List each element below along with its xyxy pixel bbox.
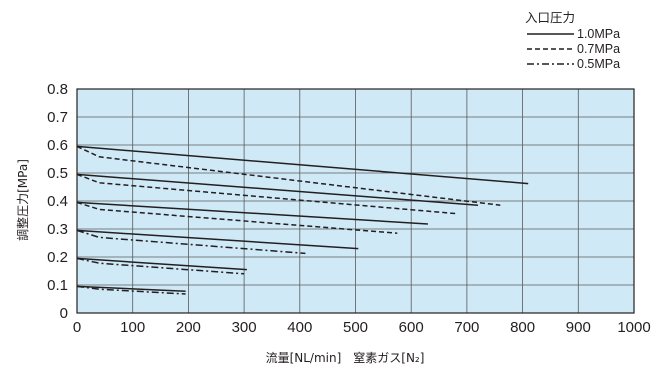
- y-axis-title: 調整圧力[MPa]: [15, 159, 30, 241]
- series-line-1-0mpa-set-0-4: [76, 201, 428, 225]
- y-tick-label: 0.1: [47, 277, 68, 294]
- axes: [76, 88, 635, 314]
- x-tick-label: 1000: [617, 319, 650, 336]
- series-line-1-0mpa-set-0-5: [76, 173, 479, 206]
- y-tick-label: 0.4: [47, 193, 68, 210]
- y-tick-label: 0.6: [47, 137, 68, 154]
- x-tick-label: 800: [510, 319, 535, 336]
- x-tick-label: 200: [176, 319, 201, 336]
- x-tick-label: 300: [232, 319, 257, 336]
- series-line-0-5mpa-set-0-3: [76, 229, 306, 255]
- series-line-1-0mpa-set-0-2: [76, 257, 247, 271]
- x-tick-label: 900: [566, 319, 591, 336]
- legend-label: 0.7MPa: [577, 42, 620, 56]
- y-tick-label: 0.2: [47, 249, 68, 266]
- y-tick-label: 0: [60, 305, 68, 322]
- series-line-0-7mpa-set-0-6: [76, 145, 501, 206]
- y-tick-label: 0.8: [47, 81, 68, 98]
- y-tick-label: 0.3: [47, 221, 68, 238]
- y-tick-label: 0.7: [47, 109, 68, 126]
- series-layer: [76, 145, 529, 295]
- legend-label: 0.5MPa: [577, 57, 620, 71]
- x-tick-label: 500: [343, 319, 368, 336]
- x-tick-label: 400: [287, 319, 312, 336]
- x-tick-label: 0: [73, 319, 81, 336]
- legend-label: 1.0MPa: [577, 27, 620, 41]
- y-tick-label: 0.5: [47, 165, 68, 182]
- plot-frame: [76, 88, 635, 314]
- legend-title: 入口圧力: [525, 10, 575, 25]
- tick-labels: 0 100 200 300 400 500 600 700 800 900 1000 0 0.1 0.2 0…: [47, 81, 651, 336]
- series-line-0-5mpa-set-0-1: [76, 285, 186, 295]
- series-line-1-0mpa-set-0-6: [76, 145, 529, 185]
- series-line-1-0mpa-set-0-1: [76, 285, 186, 292]
- x-tick-label: 700: [454, 319, 479, 336]
- x-axis-title: 流量[NL/min] 窒素ガス[N₂]: [266, 350, 425, 365]
- x-tick-label: 600: [399, 319, 424, 336]
- series-line-1-0mpa-set-0-3: [76, 229, 359, 250]
- x-tick-label: 100: [120, 319, 145, 336]
